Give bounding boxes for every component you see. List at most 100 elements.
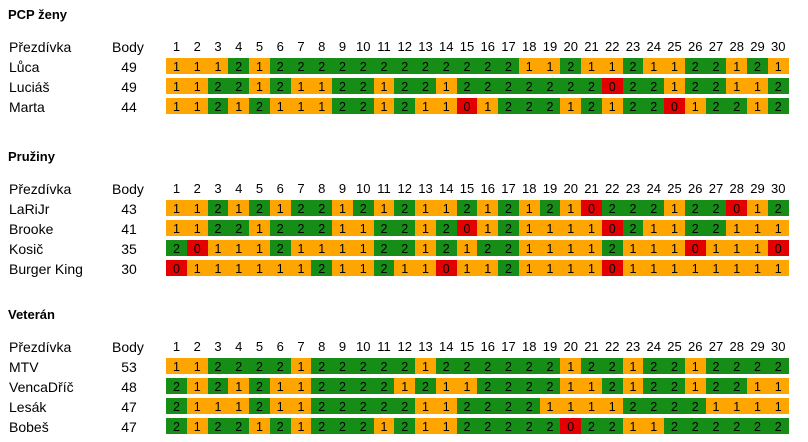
column-header-round: 23 <box>625 39 641 54</box>
score-cell: 1 <box>352 239 374 257</box>
score-cell: 1 <box>747 97 768 115</box>
player-name: Bobeš <box>9 419 49 435</box>
score-cell: 1 <box>186 77 208 95</box>
score-cell: 2 <box>373 259 395 277</box>
score-cell: 1 <box>435 397 457 415</box>
column-header-round: 11 <box>377 181 391 196</box>
score-cell: 2 <box>352 97 374 115</box>
column-header-round: 2 <box>193 39 201 54</box>
score-cell: 1 <box>207 57 229 75</box>
score-cell: 1 <box>435 199 457 217</box>
player-name: LaRiJr <box>9 201 50 217</box>
score-cell: 2 <box>394 199 416 217</box>
column-header-round: 13 <box>418 181 433 196</box>
score-cell: 2 <box>705 357 727 375</box>
score-cell: 2 <box>498 377 519 395</box>
score-cell: 2 <box>290 199 312 217</box>
score-cell: 2 <box>394 357 416 375</box>
column-header-round: 27 <box>708 39 724 54</box>
column-header-round: 20 <box>563 181 578 196</box>
score-cell: 1 <box>705 259 727 277</box>
score-cell: 2 <box>352 397 374 415</box>
score-cell: 0 <box>726 199 748 217</box>
score-cell: 1 <box>186 357 208 375</box>
column-header-round: 7 <box>297 181 305 196</box>
score-cell: 2 <box>560 57 582 75</box>
column-header-round: 26 <box>688 39 703 54</box>
score-cell: 1 <box>373 417 395 435</box>
column-header-round: 23 <box>625 181 641 196</box>
score-cell: 1 <box>581 259 602 277</box>
score-cell: 2 <box>435 357 457 375</box>
header-row: Přezdívka Body 1 2 3 4 5 6 7 8 9 10 11 12 13 14 15 16 17 18… <box>0 37 808 57</box>
score-cell: 2 <box>684 199 706 217</box>
column-header-round: 7 <box>297 339 305 354</box>
score-cell: 1 <box>290 377 312 395</box>
score-cell: 2 <box>311 357 333 375</box>
score-cell: 1 <box>560 239 582 257</box>
score-cell: 1 <box>332 219 353 237</box>
table-row: Bobeš 47 2 1 2 2 1 2 1 2 2 2 1 2 1 1 2 2 2 2 2 0 2 2 1 1 2 2 2 2 2 2 <box>0 417 808 437</box>
score-cell: 1 <box>518 259 540 277</box>
score-cell: 1 <box>249 57 270 75</box>
score-cell: 1 <box>684 357 706 375</box>
score-cell: 1 <box>747 77 768 95</box>
score-cell: 2 <box>207 377 229 395</box>
score-cell: 1 <box>435 417 457 435</box>
score-cell: 1 <box>767 397 789 415</box>
column-header-round: 17 <box>501 339 516 354</box>
column-header-round: 25 <box>667 181 682 196</box>
score-cell: 2 <box>311 219 333 237</box>
score-cell: 2 <box>539 357 561 375</box>
score-cell: 1 <box>477 97 499 115</box>
score-cell: 1 <box>394 259 416 277</box>
score-cell: 1 <box>726 219 748 237</box>
score-cell: 1 <box>166 199 187 217</box>
column-header-round: 6 <box>276 181 284 196</box>
player-points: 41 <box>121 221 137 237</box>
score-cell: 2 <box>311 57 333 75</box>
column-header-round: 28 <box>729 339 744 354</box>
column-header-round: 22 <box>605 339 620 354</box>
score-cell: 2 <box>643 97 665 115</box>
score-cell: 1 <box>622 377 644 395</box>
column-header-round: 23 <box>625 339 641 354</box>
player-points: 43 <box>121 201 137 217</box>
score-cell: 2 <box>622 77 644 95</box>
score-cell: 2 <box>705 199 727 217</box>
column-header-round: 1 <box>172 39 181 54</box>
score-cell: 1 <box>207 259 229 277</box>
score-cell: 1 <box>518 219 540 237</box>
score-cell: 1 <box>415 397 436 415</box>
score-cell: 2 <box>601 357 623 375</box>
score-cell: 2 <box>332 377 353 395</box>
score-cell: 0 <box>456 97 478 115</box>
score-cell: 0 <box>601 77 623 95</box>
column-header-round: 21 <box>584 339 599 354</box>
player-name: Burger King <box>9 261 83 277</box>
score-cell: 2 <box>518 397 540 415</box>
score-cell: 2 <box>456 77 478 95</box>
score-cell: 1 <box>290 417 312 435</box>
score-cell: 1 <box>269 199 291 217</box>
score-cell: 1 <box>249 239 270 257</box>
column-header-round: 3 <box>214 181 222 196</box>
score-cell: 2 <box>684 417 706 435</box>
score-cell: 2 <box>332 397 353 415</box>
score-cell: 1 <box>622 259 644 277</box>
column-header-round: 29 <box>750 39 765 54</box>
score-cell: 0 <box>684 239 706 257</box>
score-cell: 2 <box>228 219 250 237</box>
score-cell: 2 <box>207 417 229 435</box>
score-cell: 1 <box>747 377 768 395</box>
score-cell: 1 <box>664 239 685 257</box>
score-cell: 2 <box>581 77 602 95</box>
score-cell: 2 <box>435 219 457 237</box>
score-cell: 0 <box>456 219 478 237</box>
score-cell: 2 <box>601 239 623 257</box>
score-cell: 1 <box>747 219 768 237</box>
column-header-round: 7 <box>297 39 305 54</box>
column-header-round: 16 <box>480 181 495 196</box>
score-cell: 2 <box>539 377 561 395</box>
score-cell: 1 <box>560 397 582 415</box>
